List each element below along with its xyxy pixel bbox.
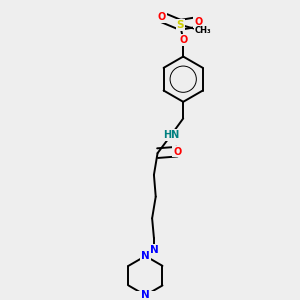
Text: O: O	[179, 35, 187, 45]
Text: N: N	[141, 251, 150, 261]
Text: O: O	[173, 147, 181, 157]
Text: CH₃: CH₃	[194, 26, 211, 35]
Text: O: O	[194, 17, 202, 27]
Text: O: O	[158, 12, 166, 22]
Text: N: N	[149, 245, 158, 255]
Text: HN: HN	[163, 130, 179, 140]
Text: S: S	[176, 20, 184, 30]
Text: N: N	[141, 290, 150, 300]
